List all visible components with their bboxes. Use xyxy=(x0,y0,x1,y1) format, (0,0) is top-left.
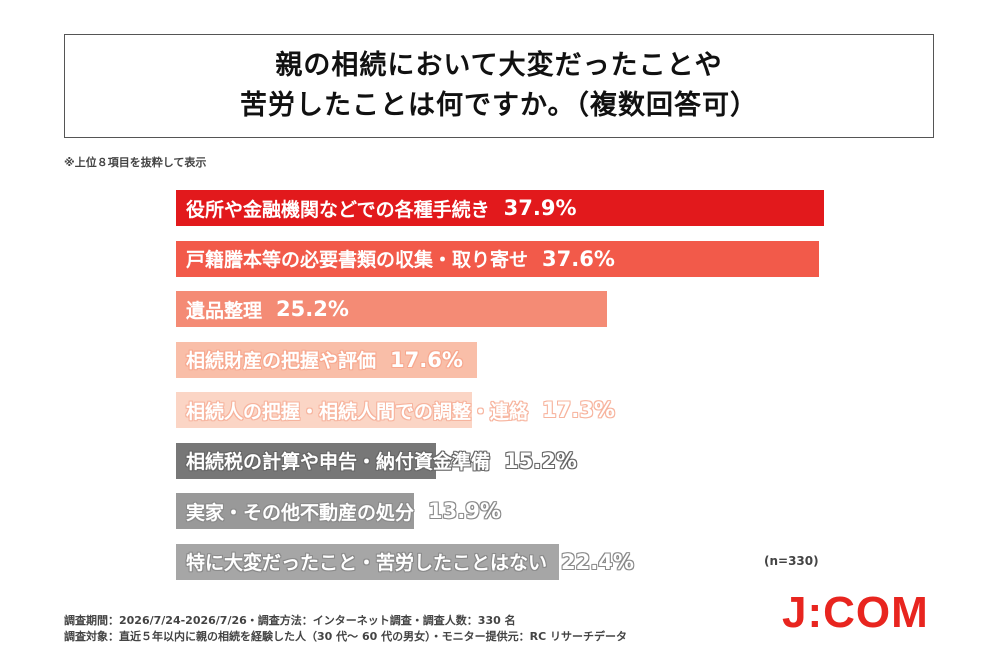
sample-size: (n=330) xyxy=(764,554,819,568)
title-line-2: 苦労したことは何ですか。（複数回答可） xyxy=(240,90,758,121)
bar-label-4: 相続財産の把握や評価 xyxy=(186,350,377,372)
bar-label-2: 戸籍謄本等の必要書類の収集・取り寄せ xyxy=(186,249,529,271)
bar-value-6: 15.2% xyxy=(504,448,577,473)
note: ※上位８項目を抜粋して表示 xyxy=(64,156,207,169)
survey-period: 調査期間：2026/7/24-2026/7/26・調査方法：インターネット調査・… xyxy=(64,614,516,627)
bar-3: 遺品整理 25.2% xyxy=(176,291,607,327)
bar-label-8: 特に大変だったこと・苦労したことはない xyxy=(186,552,548,574)
bar-2: 戸籍謄本等の必要書類の収集・取り寄せ 37.6% xyxy=(176,240,819,277)
bar-value-7: 13.9% xyxy=(428,499,501,523)
bar-label-3: 遺品整理 xyxy=(186,299,263,322)
bar-1: 役所や金融機関などでの各種手続き 37.9% xyxy=(176,190,824,226)
bar-label-1: 役所や金融機関などでの各種手続き xyxy=(186,198,490,221)
bar-value-4: 17.6% xyxy=(390,347,463,372)
bar-7: 実家・その他不動産の処分 13.9% xyxy=(176,493,501,529)
bar-6: 相続税の計算や申告・納付資金準備 15.2% xyxy=(176,442,577,479)
bar-8: 特に大変だったこと・苦労したことはない 22.4% xyxy=(176,543,634,580)
bar-value-5: 17.3% xyxy=(542,398,615,422)
bar-label-6: 相続税の計算や申告・納付資金準備 xyxy=(186,451,491,473)
bar-value-3: 25.2% xyxy=(276,297,349,321)
bar-label-7: 実家・その他不動産の処分 xyxy=(186,501,415,524)
jcom-logo: J:COM xyxy=(782,588,929,637)
bar-5: 相続人の把握・相続人間での調整・連絡 17.3% xyxy=(176,392,615,428)
bar-value-2: 37.6% xyxy=(542,246,615,271)
bar-value-8: 22.4% xyxy=(561,549,634,574)
bar-4: 相続財産の把握や評価 17.6% xyxy=(176,341,477,378)
survey-target: 調査対象：直近５年以内に親の相続を経験した人（30 代～ 60 代の男女）・モニ… xyxy=(64,630,627,643)
title-line-1: 親の相続において大変だったことや xyxy=(275,50,723,81)
title-box: 親の相続において大変だったことや 苦労したことは何ですか。（複数回答可） xyxy=(64,34,934,138)
bar-label-5: 相続人の把握・相続人間での調整・連絡 xyxy=(186,400,529,423)
bar-value-1: 37.9% xyxy=(503,196,577,220)
